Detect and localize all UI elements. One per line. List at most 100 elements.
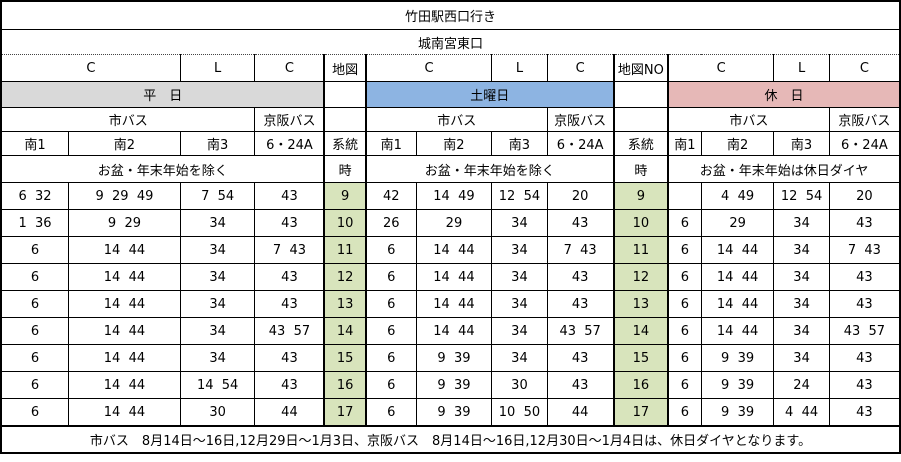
time-cell: 6	[365, 371, 417, 399]
time-row: 6 14 44 34 43 57 14 6 14 44 34 43 57 14 6 14 44 34 43…	[0, 317, 901, 345]
time-row: 6 14 44 34 7 43 11 6 14 44 34 7 43 11 6 14 44 34 7 43	[0, 236, 901, 264]
day-label-holiday: 休 日	[667, 81, 901, 108]
time-cell: 14 44	[415, 317, 493, 345]
time-cell: 6	[365, 263, 417, 291]
time-cell: 30	[179, 398, 256, 427]
route-row: 南1 南2 南3 6・24A 系統 南1 南2 南3 6・24A 系統 南1 南…	[0, 131, 901, 156]
spacer-cell	[323, 81, 367, 108]
timetable-body: 6 32 9 29 49 7 54 43 9 42 14 49 12 54 20 9 4 49 12 …	[0, 182, 901, 427]
time-cell: 14 44	[68, 290, 181, 318]
time-cell: 34	[773, 317, 830, 345]
route-cell: 南3	[179, 131, 256, 156]
time-row: 1 36 9 29 34 43 10 26 29 34 43 10 6 29 34 43	[0, 209, 901, 237]
time-row: 6 14 44 34 43 13 6 14 44 34 43 13 6 14 44 34 43	[0, 290, 901, 318]
time-cell: 10 50	[491, 398, 548, 427]
time-cell	[667, 182, 702, 210]
time-cell: 43	[254, 209, 325, 237]
time-cell: 43	[546, 209, 615, 237]
time-row: 6 14 44 34 43 12 6 14 44 34 43 12 6 14 44 34 43	[0, 263, 901, 291]
time-cell: 7 54	[179, 182, 256, 210]
time-cell: 6	[0, 398, 70, 427]
time-cell: 29	[415, 209, 493, 237]
hour-cell: 16	[612, 371, 670, 399]
spacer-cell	[612, 81, 670, 108]
class-cell: C	[667, 54, 775, 82]
time-cell: 34	[179, 209, 256, 237]
time-cell: 1 36	[0, 209, 70, 237]
title-row: 竹田駅西口行き	[1, 1, 900, 30]
route-cell: 南2	[68, 131, 181, 156]
time-cell: 43 57	[254, 317, 325, 345]
time-cell: 14 44	[68, 236, 181, 264]
day-label-saturday: 土曜日	[365, 81, 615, 108]
time-cell: 9 39	[700, 398, 775, 427]
time-cell: 43	[828, 344, 901, 372]
time-cell: 6 32	[0, 182, 70, 210]
time-cell: 7 43	[828, 236, 901, 264]
operator-city: 市バス	[667, 107, 830, 132]
time-cell: 34	[773, 263, 830, 291]
keito-header: 系統	[612, 131, 670, 156]
day-row: 平 日 土曜日 休 日	[0, 81, 901, 108]
hour-cell: 14	[323, 317, 367, 345]
stop-name: 城南宮東口	[1, 29, 900, 55]
route-cell: 6・24A	[546, 131, 615, 156]
time-cell: 6	[365, 398, 417, 427]
route-cell: 南2	[415, 131, 493, 156]
time-row: 6 14 44 34 43 15 6 9 39 34 43 15 6 9 39 34 43	[0, 344, 901, 372]
class-cell: C	[0, 54, 181, 82]
section-note: お盆・年末年始を除く	[365, 155, 615, 183]
time-cell: 43	[828, 398, 901, 427]
time-cell: 34	[773, 290, 830, 318]
time-cell: 34	[491, 236, 548, 264]
time-row: 6 32 9 29 49 7 54 43 9 42 14 49 12 54 20 9 4 49 12 …	[0, 182, 901, 210]
route-cell: 6・24A	[828, 131, 901, 156]
hour-cell: 13	[323, 290, 367, 318]
table-title: 竹田駅西口行き	[1, 1, 900, 30]
time-cell: 9 39	[415, 344, 493, 372]
time-cell: 9 29	[68, 209, 181, 237]
time-cell: 34	[773, 236, 830, 264]
time-cell: 34	[179, 317, 256, 345]
time-cell: 14 44	[700, 236, 775, 264]
time-cell: 43	[254, 182, 325, 210]
time-cell: 34	[491, 317, 548, 345]
time-cell: 42	[365, 182, 417, 210]
route-cell: 6・24A	[254, 131, 325, 156]
operator-keihan: 京阪バス	[828, 107, 901, 132]
class-cell: C	[254, 54, 325, 82]
section-note: お盆・年末年始は休日ダイヤ	[667, 155, 901, 183]
time-cell: 34	[491, 290, 548, 318]
hour-cell: 14	[612, 317, 670, 345]
time-cell: 14 44	[415, 236, 493, 264]
time-cell: 14 44	[415, 263, 493, 291]
time-cell: 4 44	[773, 398, 830, 427]
hour-cell: 13	[612, 290, 670, 318]
time-cell: 6	[667, 317, 702, 345]
time-cell: 6	[0, 263, 70, 291]
time-cell: 34	[491, 209, 548, 237]
timetable-footer: 市バス 8月14日～16日,12月29日～1月3日、京阪バス 8月14日～16日…	[1, 425, 900, 453]
time-cell: 34	[491, 263, 548, 291]
time-cell: 30	[491, 371, 548, 399]
class-cell: C	[365, 54, 493, 82]
hour-cell: 12	[323, 263, 367, 291]
hour-cell: 17	[612, 398, 670, 427]
time-cell: 9 39	[415, 371, 493, 399]
hour-cell: 11	[612, 236, 670, 264]
time-cell: 34	[179, 263, 256, 291]
time-cell: 43	[828, 290, 901, 318]
time-cell: 6	[365, 344, 417, 372]
time-cell: 7 43	[254, 236, 325, 264]
time-cell: 34	[491, 344, 548, 372]
time-cell: 34	[179, 290, 256, 318]
time-cell: 34	[179, 236, 256, 264]
time-cell: 6	[365, 236, 417, 264]
time-cell: 20	[546, 182, 615, 210]
time-cell: 12 54	[773, 182, 830, 210]
day-label-weekday: 平 日	[0, 81, 325, 108]
time-cell: 14 44	[700, 290, 775, 318]
route-cell: 南1	[667, 131, 702, 156]
time-cell: 43 57	[828, 317, 901, 345]
